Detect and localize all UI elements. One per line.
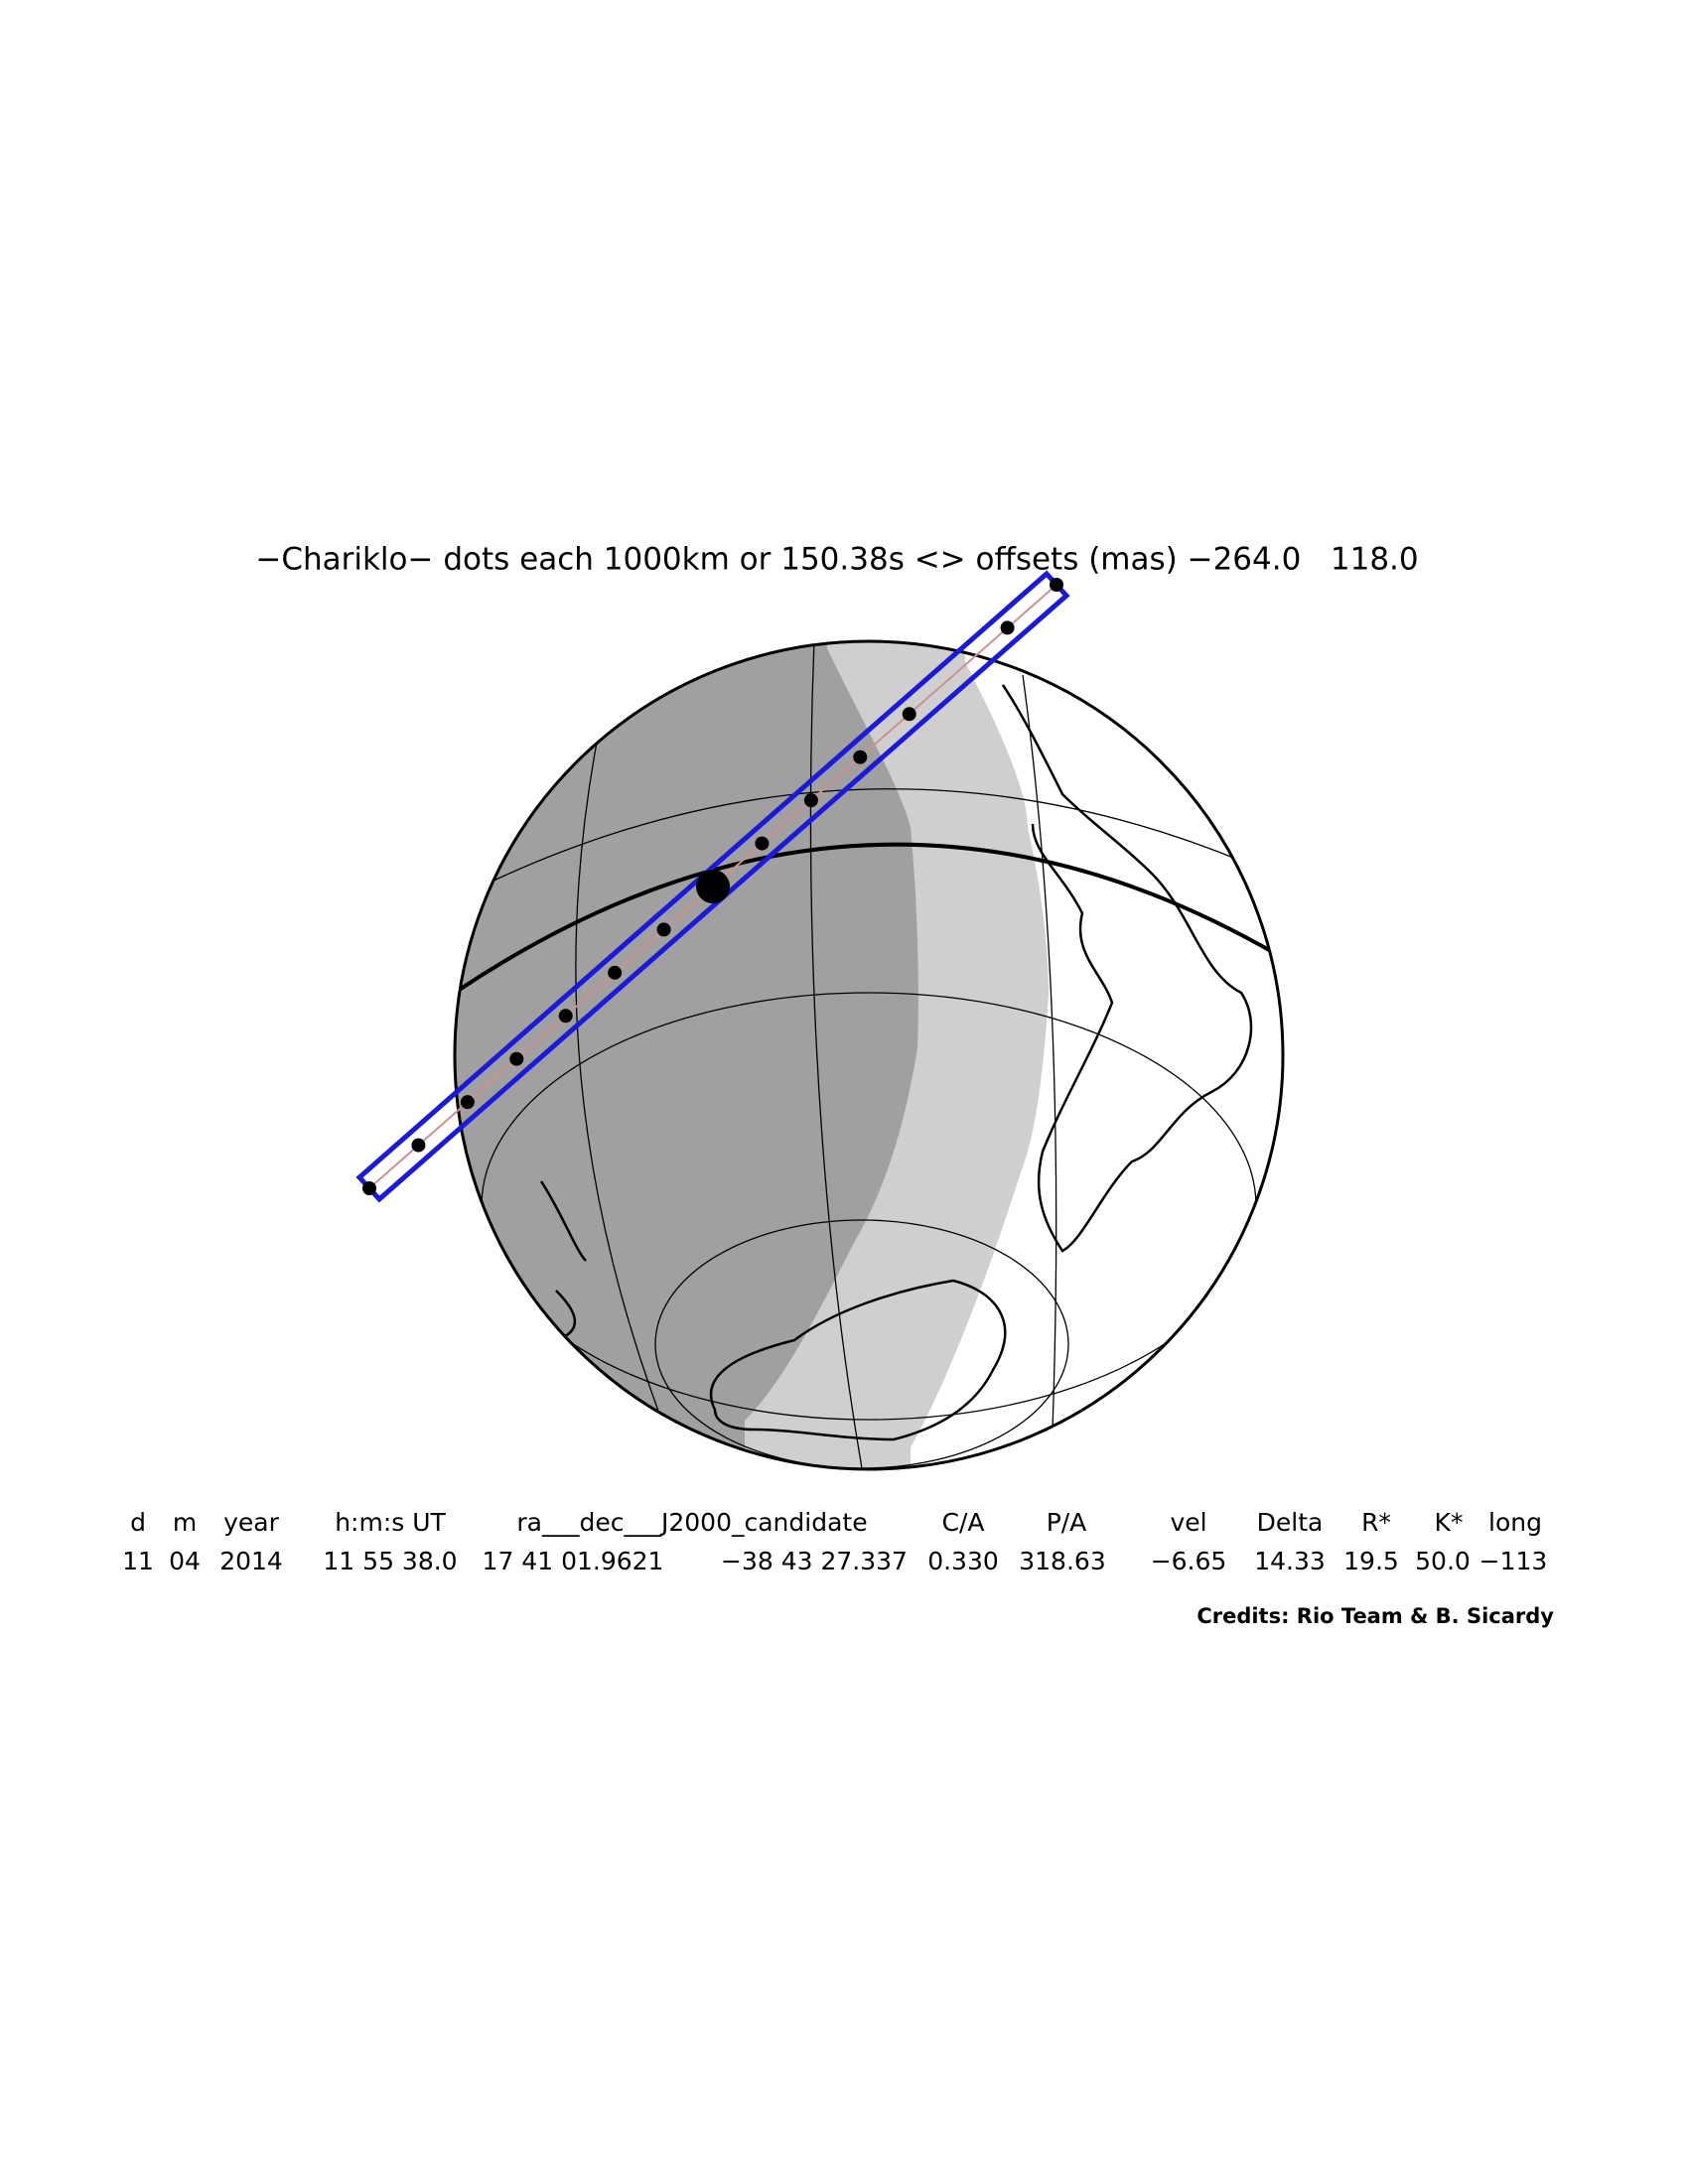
- column-header: Delta: [1257, 1508, 1324, 1537]
- cell: 2014: [219, 1547, 283, 1575]
- path-dot: [656, 922, 671, 937]
- column-header: long: [1488, 1508, 1542, 1537]
- map-title: −Chariklo− dots each 1000km or 150.38s <…: [255, 542, 1418, 578]
- column-header: C/A: [942, 1508, 985, 1537]
- globe: [455, 641, 1283, 1469]
- cell: 19.5: [1343, 1547, 1399, 1575]
- cell: −113: [1479, 1547, 1548, 1575]
- path-dot: [558, 1009, 573, 1024]
- cell: 14.33: [1254, 1547, 1326, 1575]
- path-dot: [362, 1181, 376, 1195]
- cell: 0.330: [927, 1547, 999, 1575]
- path-dot: [460, 1095, 475, 1110]
- cell: −6.65: [1151, 1547, 1227, 1575]
- coastlines: [539, 684, 1253, 1441]
- path-dot: [902, 707, 916, 722]
- globe-outline: [453, 639, 1285, 1471]
- column-header: d: [130, 1508, 146, 1537]
- column-header: h:m:s UT: [335, 1508, 446, 1537]
- column-header: ra___dec___J2000_candidate: [516, 1508, 867, 1537]
- cell: −38 43 27.337: [721, 1547, 908, 1575]
- equator: [455, 842, 1283, 995]
- info-table: d m year h:m:s UT ra___dec___J2000_candidate…: [122, 1508, 1547, 1575]
- cell: 17 41 01.9621: [483, 1547, 664, 1575]
- body-position: [696, 870, 730, 903]
- path-dot: [411, 1138, 426, 1153]
- path-dot: [803, 793, 818, 808]
- cell: 11 55 38.0: [323, 1547, 457, 1575]
- path-dot: [1000, 620, 1015, 635]
- column-header: P/A: [1047, 1508, 1087, 1537]
- cell: 318.63: [1019, 1547, 1105, 1575]
- column-header: year: [223, 1508, 279, 1537]
- column-header: vel: [1170, 1508, 1206, 1537]
- column-header: K*: [1435, 1508, 1464, 1537]
- column-header: m: [173, 1508, 197, 1537]
- cell: 11: [122, 1547, 154, 1575]
- path-dot: [755, 836, 770, 851]
- cell: 04: [169, 1547, 201, 1575]
- graticule: [466, 641, 1272, 1469]
- path-dot: [509, 1051, 524, 1066]
- credits: Credits: Rio Team & B. Sicardy: [1196, 1604, 1554, 1628]
- path-dot: [853, 750, 868, 764]
- shadow-path: [355, 570, 1070, 1203]
- path-dot: [608, 965, 623, 980]
- column-header: R*: [1361, 1508, 1391, 1537]
- cell: 50.0: [1415, 1547, 1471, 1575]
- path-dot: [1050, 578, 1063, 592]
